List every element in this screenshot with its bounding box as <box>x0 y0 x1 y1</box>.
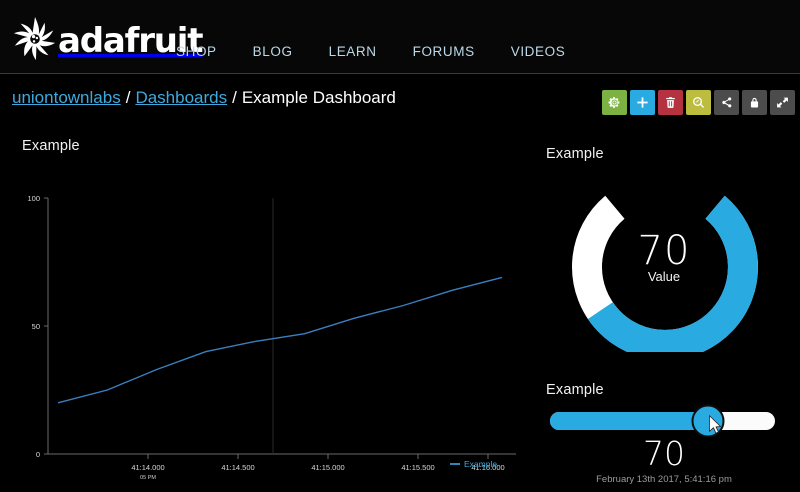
gauge-unit-label: Value <box>647 269 681 284</box>
nav-item-forums[interactable]: FORUMS <box>412 44 475 59</box>
zoom-button[interactable] <box>686 90 711 115</box>
line-chart[interactable]: 100 50 0 41:14.000 05 PM 41:14.500 41:15… <box>0 160 528 480</box>
nav-item-blog[interactable]: BLOG <box>252 44 293 59</box>
x-tick-label-3: 41:15.000 <box>311 463 344 472</box>
magnifier-icon <box>693 97 705 108</box>
x-tick-sublabel: 05 PM <box>140 475 156 480</box>
series-line-example <box>57 276 503 404</box>
gauge-block: Example 70 Value <box>528 138 800 363</box>
nav-item-videos[interactable]: VIDEOS <box>510 44 566 59</box>
nav-item-learn[interactable]: LEARN <box>328 44 377 59</box>
x-tick-label-2: 41:14.500 <box>221 463 254 472</box>
breadcrumb-dashboards[interactable]: Dashboards <box>135 88 228 107</box>
x-tick-label-4: 41:15.500 <box>401 463 434 472</box>
site-navbar: adafruit SHOP BLOG LEARN FORUMS VIDEOS <box>0 0 800 74</box>
breadcrumb-separator-1: / <box>125 88 131 107</box>
gauge-dial[interactable] <box>570 172 760 352</box>
breadcrumb-account[interactable]: uniontownlabs <box>12 88 121 107</box>
add-block-button[interactable] <box>630 90 655 115</box>
gauge-fill <box>587 195 758 352</box>
line-chart-block: Example 100 50 0 41:14.000 05 PM 41:14.5… <box>0 138 528 483</box>
plus-icon <box>637 97 648 108</box>
slider-thumb[interactable] <box>691 404 724 438</box>
slider-timestamp: February 13th 2017, 5:41:16 pm <box>596 474 732 485</box>
breadcrumb-current: Example Dashboard <box>241 88 396 107</box>
breadcrumb-separator-2: / <box>232 88 237 107</box>
slider-track[interactable] <box>550 404 775 438</box>
breadcrumb-row: uniontownlabs / Dashboards / Example Dashboa… <box>0 74 800 126</box>
mouse-pointer-icon <box>708 415 721 434</box>
share-icon <box>722 97 732 108</box>
expand-icon <box>777 97 788 108</box>
y-tick-label-100: 100 <box>27 194 40 203</box>
settings-button[interactable] <box>602 90 627 115</box>
chart-legend[interactable]: Example <box>448 456 558 472</box>
gauge-title: Example <box>546 146 604 162</box>
main-nav: SHOP BLOG LEARN FORUMS VIDEOS <box>176 44 565 59</box>
share-button[interactable] <box>714 90 739 115</box>
delete-button[interactable] <box>658 90 683 115</box>
gauge-value: 70 <box>637 228 691 274</box>
gear-icon <box>608 97 620 108</box>
fullscreen-button[interactable] <box>770 90 795 115</box>
y-tick-label-50: 50 <box>32 322 40 331</box>
breadcrumb: uniontownlabs / Dashboards / Example Dashboa… <box>12 88 396 108</box>
trash-icon <box>666 97 675 108</box>
brand-wordmark: adafruit <box>58 21 203 61</box>
slider-value: 70 <box>643 434 685 473</box>
dashboard-toolbar <box>602 90 795 115</box>
flower-star-logo-icon <box>13 16 56 61</box>
adafruit-logo-link[interactable]: adafruit <box>10 16 203 62</box>
x-tick-label-1: 41:14.000 <box>131 463 164 472</box>
nav-item-shop[interactable]: SHOP <box>176 44 217 59</box>
slider-title: Example <box>546 382 604 398</box>
privacy-button[interactable] <box>742 90 767 115</box>
slider-block: Example 70 February 13th 2017, 5:41:16 p… <box>528 372 800 492</box>
y-tick-label-0: 0 <box>36 450 40 459</box>
slider-fill <box>550 412 708 430</box>
lock-icon <box>750 97 759 108</box>
legend-label-example: Example <box>464 459 497 469</box>
x-tick-label-5: 41:16.000 <box>471 463 504 472</box>
line-chart-title: Example <box>22 138 80 154</box>
